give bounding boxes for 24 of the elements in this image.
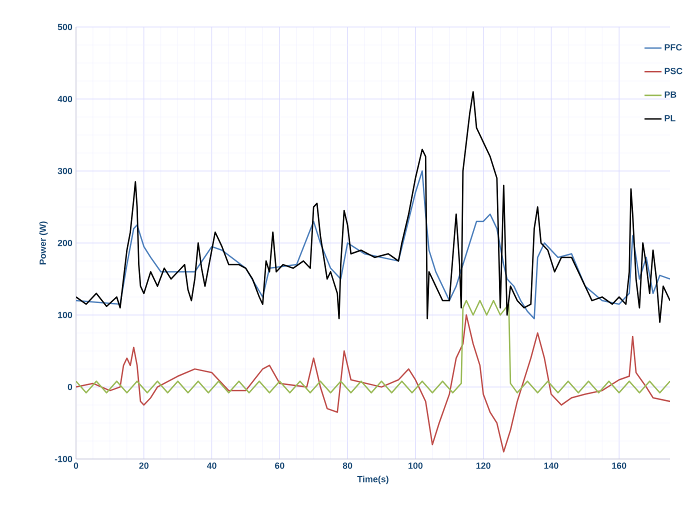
x-tick-label: 80 — [342, 462, 352, 469]
y-tick-label: 300 — [58, 168, 72, 174]
legend-label: PSC — [664, 68, 682, 74]
x-tick-label: 60 — [275, 462, 284, 469]
line-series — [76, 314, 670, 452]
legend-label: PL — [664, 115, 676, 122]
x-tick-label: 100 — [408, 462, 423, 469]
x-tick-label: 120 — [476, 462, 490, 469]
x-tick-label: 20 — [139, 462, 149, 469]
y-tick-label: 0 — [68, 384, 72, 390]
x-tick-label: 40 — [206, 462, 216, 469]
y-tick-label: 400 — [58, 96, 72, 102]
y-axis-title: Power (W) — [39, 222, 48, 264]
y-tick-label: 500 — [58, 24, 72, 30]
legend-label: PFC — [664, 44, 682, 50]
legend-label: PB — [664, 92, 676, 98]
x-tick-label: 0 — [74, 462, 78, 469]
y-tick-label: 200 — [58, 240, 72, 246]
y-tick-label: 100 — [58, 312, 72, 318]
x-tick-label: 140 — [544, 462, 558, 469]
x-axis-title: Time(s) — [357, 476, 388, 484]
line-series — [76, 300, 670, 394]
y-tick-label: -100 — [54, 456, 72, 462]
x-tick-label: 160 — [612, 462, 626, 469]
